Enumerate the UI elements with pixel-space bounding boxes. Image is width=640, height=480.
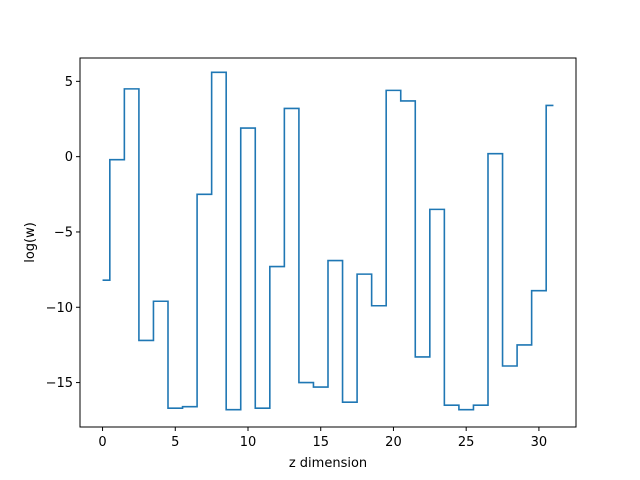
x-tick-label: 10 <box>240 435 257 450</box>
x-axis-label: z dimension <box>289 456 367 471</box>
x-tick-label: 0 <box>98 435 106 450</box>
y-tick-label: −5 <box>54 225 73 240</box>
y-tick-label: −10 <box>46 301 73 316</box>
x-tick-label: 30 <box>531 435 548 450</box>
x-axis-ticks: 0 5 10 15 20 25 30 <box>98 427 547 450</box>
x-tick-label: 25 <box>458 435 475 450</box>
y-tick-label: 0 <box>65 150 73 165</box>
plot-area <box>79 57 577 428</box>
y-axis-ticks: 5 0 −5 −10 −15 <box>46 75 80 391</box>
axes-frame <box>79 57 577 428</box>
series-layer <box>102 71 554 411</box>
x-tick-label: 15 <box>312 435 329 450</box>
y-tick-label: 5 <box>65 75 73 90</box>
series-line-0 <box>102 71 554 411</box>
y-axis-label: log(w) <box>23 222 38 263</box>
x-tick-label: 5 <box>171 435 179 450</box>
y-tick-label: −15 <box>46 376 73 391</box>
x-tick-label: 20 <box>385 435 402 450</box>
